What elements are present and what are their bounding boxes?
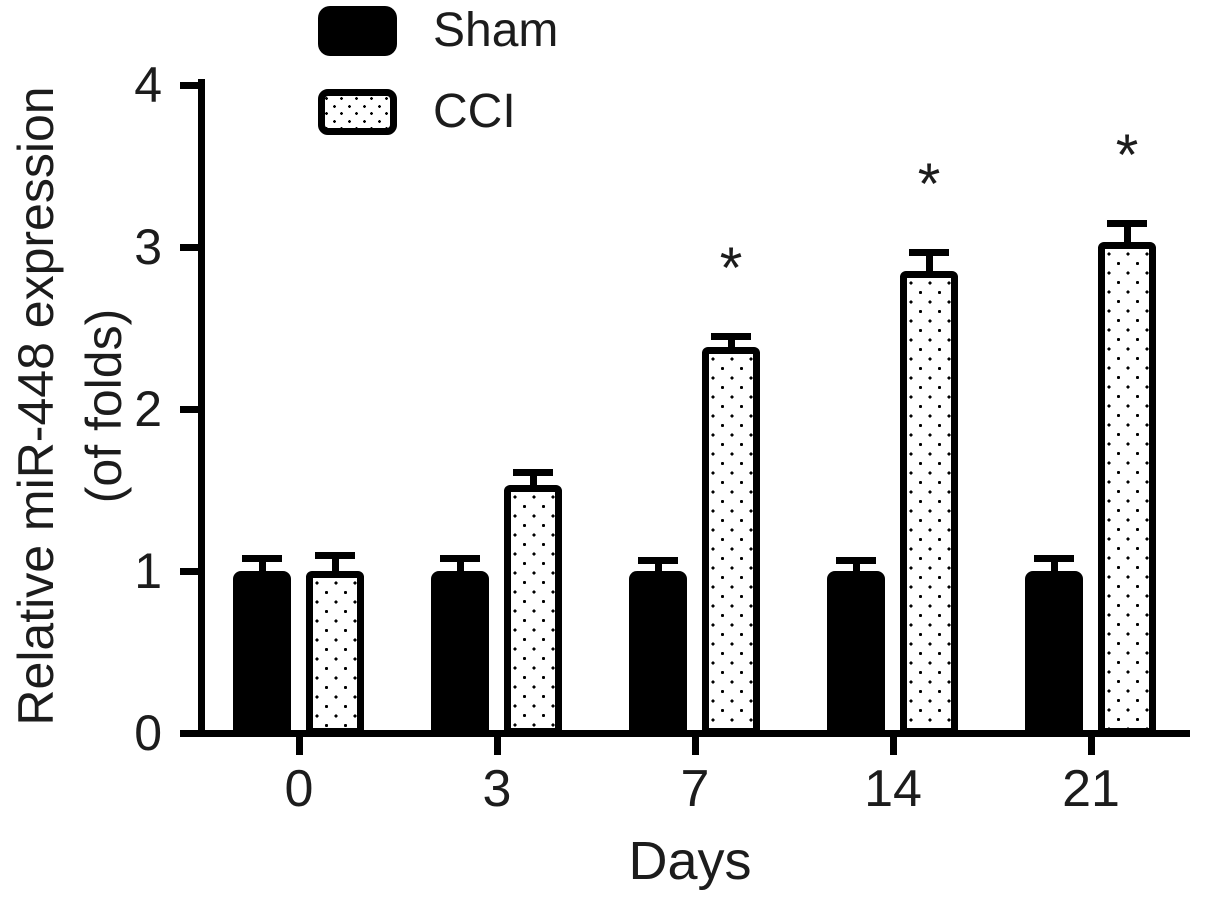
error-bar-stem [728, 336, 735, 354]
y-tick-label: 2 [134, 381, 162, 437]
bar-sham-day-14 [827, 571, 885, 735]
x-tick-mark [1088, 737, 1095, 755]
bar-cci-day-21 [1098, 242, 1156, 735]
x-axis-title: Days [628, 831, 752, 891]
error-bar-cap [1107, 219, 1147, 227]
cci-stippled-swatch-icon [318, 89, 397, 135]
error-bar-cap [711, 333, 751, 341]
y-tick-label: 0 [134, 705, 162, 761]
significance-asterisk-day-14: * [917, 151, 941, 217]
significance-asterisk-day-7: * [719, 236, 743, 302]
x-tick-label: 14 [864, 760, 922, 818]
sham-solid-swatch-icon [318, 6, 397, 56]
y-axis-title-line1: Relative miR-448 expression [8, 86, 64, 726]
x-tick-label: 0 [284, 760, 314, 818]
error-bar-cap [909, 248, 949, 256]
bar-cci-day-3 [504, 485, 562, 735]
error-bar-cap [315, 551, 355, 559]
bar-sham-day-7 [629, 571, 687, 735]
y-tick-mark [180, 730, 198, 737]
error-bar-cap [1034, 555, 1074, 563]
x-tick-label: 7 [680, 760, 710, 818]
error-bar-cap [638, 556, 678, 564]
y-tick-label: 3 [134, 219, 162, 275]
error-bar-stem [259, 558, 266, 577]
error-bar-stem [655, 559, 662, 577]
legend-item-sham: Sham [318, 6, 558, 56]
bar-cci-day-0 [306, 571, 364, 735]
error-bar-stem [530, 472, 537, 492]
y-tick-mark [180, 244, 198, 251]
error-bar-stem [853, 559, 860, 577]
legend-label-sham: Sham [433, 4, 559, 57]
bar-sham-day-3 [431, 571, 489, 735]
error-bar-cap [440, 555, 480, 563]
y-tick-label: 4 [134, 57, 162, 113]
y-tick-label: 1 [134, 543, 162, 599]
bar-cci-day-14 [900, 271, 958, 735]
y-tick-mark [180, 82, 198, 89]
legend: Sham CCI [318, 6, 558, 137]
x-tick-mark [890, 737, 897, 755]
y-tick-mark [180, 406, 198, 413]
legend-item-cci: CCI [318, 87, 558, 137]
x-axis-line [198, 730, 1190, 737]
bar-cci-day-7 [702, 347, 760, 735]
error-bar-stem [332, 554, 339, 577]
significance-asterisk-day-21: * [1115, 122, 1139, 188]
x-tick-label: 21 [1062, 760, 1120, 818]
x-tick-mark [494, 737, 501, 755]
x-tick-mark [692, 737, 699, 755]
bar-sham-day-0 [233, 571, 291, 735]
error-bar-stem [1051, 558, 1058, 577]
x-tick-mark [296, 737, 303, 755]
error-bar-stem [1124, 222, 1131, 249]
error-bar-stem [926, 251, 933, 278]
error-bar-stem [457, 558, 464, 577]
legend-label-cci: CCI [433, 85, 516, 138]
y-axis-line [198, 79, 205, 737]
error-bar-cap [836, 556, 876, 564]
error-bar-cap [513, 469, 553, 477]
error-bar-cap [242, 555, 282, 563]
y-tick-mark [180, 568, 198, 575]
x-tick-label: 3 [482, 760, 512, 818]
bar-sham-day-21 [1025, 571, 1083, 735]
